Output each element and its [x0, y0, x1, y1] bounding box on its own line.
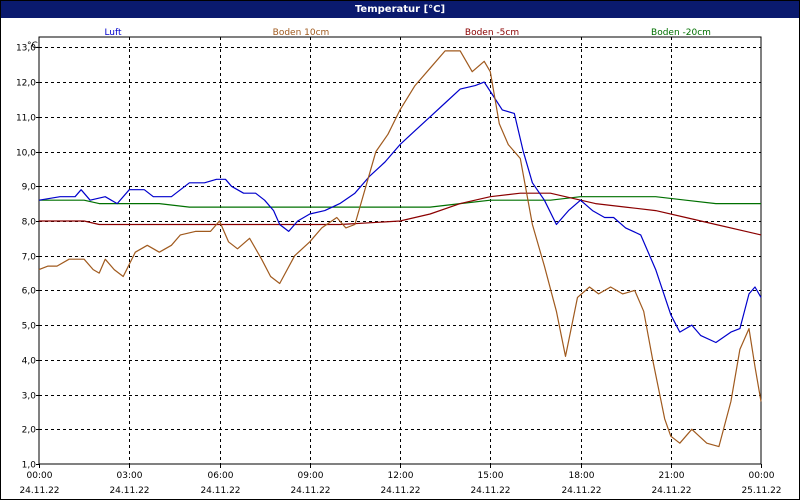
x-tick-date-label: 24.11.22 [380, 486, 420, 496]
x-tick-time-label: 18:00 [569, 471, 595, 481]
y-tick-label: 5,0 [22, 322, 37, 332]
x-tick-time-label: 06:00 [208, 471, 234, 481]
x-tick-time-label: 00:00 [749, 471, 775, 481]
legend-entry: Boden 10cm [273, 28, 330, 38]
series-line [38, 50, 762, 448]
x-tick-date-label: 24.11.22 [19, 486, 59, 496]
legend-entry: Boden -20cm [651, 28, 711, 38]
y-tick-label: 13,0 [16, 44, 36, 54]
y-tick-label: 9,0 [22, 183, 37, 193]
x-tick-time-label: 09:00 [298, 471, 324, 481]
x-tick-date-label: 25.11.22 [741, 486, 781, 496]
legend-entry: Luft [104, 28, 122, 38]
y-axis-unit-label: °C [27, 41, 38, 51]
y-tick-label: 6,0 [22, 287, 37, 297]
x-tick-date-label: 24.11.22 [561, 486, 601, 496]
x-tick-date-label: 24.11.22 [651, 486, 691, 496]
y-tick-label: 3,0 [22, 392, 37, 402]
x-tick-time-label: 00:00 [27, 471, 53, 481]
x-tick-time-label: 03:00 [117, 471, 143, 481]
legend-entry: Boden -5cm [465, 28, 519, 38]
x-tick-date-label: 24.11.22 [200, 486, 240, 496]
series-line [39, 192, 762, 236]
x-tick-date-label: 24.11.22 [109, 486, 149, 496]
series-line [38, 81, 762, 344]
x-tick-time-label: 15:00 [478, 471, 504, 481]
window-title: Temperatur [°C] [1, 1, 799, 18]
y-tick-label: 12,0 [16, 79, 36, 89]
y-tick-label: 2,0 [22, 426, 37, 436]
x-tick-date-label: 24.11.22 [290, 486, 330, 496]
y-tick-label: 1,0 [22, 461, 37, 471]
x-tick-date-label: 24.11.22 [470, 486, 510, 496]
y-tick-label: 11,0 [16, 114, 36, 124]
y-tick-label: 10,0 [16, 149, 36, 159]
y-tick-label: 7,0 [22, 253, 37, 263]
y-tick-label: 8,0 [22, 218, 37, 228]
x-tick-time-label: 21:00 [659, 471, 685, 481]
x-tick-time-label: 12:00 [388, 471, 414, 481]
y-tick-label: 4,0 [22, 357, 37, 367]
